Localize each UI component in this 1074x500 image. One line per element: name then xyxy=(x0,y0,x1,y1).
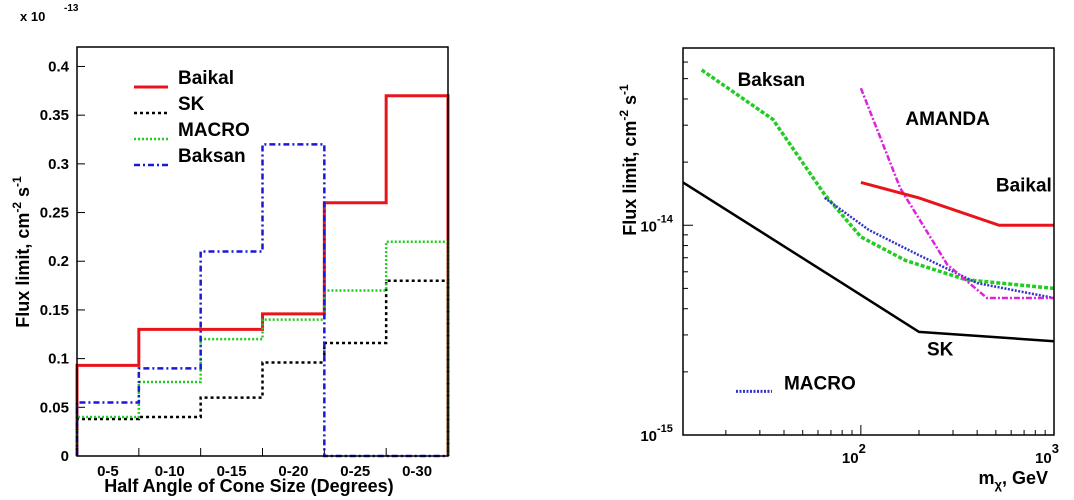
right-x-title: mχ, GeV xyxy=(978,468,1048,492)
left-y-tick-label: 0.15 xyxy=(40,302,69,319)
right-chart: Flux limit, cm-2 s-1 10-15 10-14 102 103 B… xyxy=(617,47,1059,492)
left-y-tick-label: 0.25 xyxy=(40,205,69,222)
left-legend: Baikal SK MACRO Baksan xyxy=(134,68,250,167)
left-multiplier-exp: -13 xyxy=(64,3,79,14)
right-y-title-mid: s xyxy=(620,95,640,110)
left-y-tick-label: 0.05 xyxy=(40,399,69,416)
right-series-sk xyxy=(682,181,1055,343)
svg-text:Flux limit, cm-2 s-1: Flux limit, cm-2 s-1 xyxy=(10,176,33,328)
right-y-title-exp2: -1 xyxy=(617,84,631,95)
left-legend-label-sk: SK xyxy=(178,94,205,115)
right-x-title-sub: χ xyxy=(994,477,1002,492)
svg-text:Flux limit, cm-2 s-1: Flux limit, cm-2 s-1 xyxy=(617,84,640,236)
left-chart: x 10 -13 Flux limit, cm-2 s-1 0 0.05 0.1 0.… xyxy=(10,3,450,496)
left-x-tick-label: 0-15 xyxy=(217,463,247,480)
right-x-title-rest: , GeV xyxy=(1002,468,1048,488)
right-y-tick-label: 10-15 xyxy=(640,423,673,445)
left-y-tick-label: 0.3 xyxy=(48,156,69,173)
left-x-title: Half Angle of Cone Size (Degrees) xyxy=(104,476,393,496)
right-plot-frame xyxy=(682,47,1055,436)
right-y-ticks: 10-15 10-14 xyxy=(640,47,693,445)
left-y-title: Flux limit, cm-2 s-1 xyxy=(10,176,33,328)
right-curve-labels: Baksan AMANDA Baikal SK MACRO xyxy=(735,70,1052,394)
left-multiplier-base: x 10 xyxy=(20,9,45,24)
right-y-tick-label: 10-14 xyxy=(640,213,673,235)
left-x-ticks: 0-5 0-10 0-15 0-20 0-25 0-30 xyxy=(97,448,449,480)
left-x-tick-label: 0-25 xyxy=(340,463,370,480)
left-y-ticks: 0 0.05 0.1 0.15 0.2 0.25 0.3 0.35 0.4 xyxy=(40,58,85,465)
right-series xyxy=(682,68,1055,343)
left-legend-label-baksan: Baksan xyxy=(178,146,246,167)
left-y-title-main: Flux limit, cm xyxy=(13,213,33,328)
right-y-title-exp1: -2 xyxy=(617,110,631,121)
left-y-title-mid: s xyxy=(13,187,33,202)
left-series xyxy=(75,94,450,458)
left-x-tick-label: 0-10 xyxy=(155,463,185,480)
right-curve-label-macro: MACRO xyxy=(784,373,856,394)
right-series-baksan xyxy=(700,68,1055,291)
left-series-baksan xyxy=(75,143,448,458)
left-y-tick-label: 0.2 xyxy=(48,253,69,270)
right-series-amanda xyxy=(859,87,1054,300)
right-x-ticks: 102 103 xyxy=(725,425,1059,467)
left-y-tick-label: 0.35 xyxy=(40,107,69,124)
left-x-tick-label: 0-20 xyxy=(278,463,308,480)
left-legend-label-macro: MACRO xyxy=(178,120,250,141)
left-y-tick-label: 0 xyxy=(61,448,69,465)
left-y-title-exp2: -1 xyxy=(10,176,24,187)
left-y-title-exp1: -2 xyxy=(10,202,24,213)
left-legend-label-baikal: Baikal xyxy=(178,68,234,89)
right-curve-label-baikal: Baikal xyxy=(996,175,1052,196)
right-curve-label-sk: SK xyxy=(927,339,954,360)
left-plot-frame xyxy=(76,46,449,457)
right-curve-label-baksan: Baksan xyxy=(738,70,806,91)
left-y-tick-label: 0.4 xyxy=(48,58,70,75)
left-series-baikal xyxy=(75,94,450,456)
right-curve-label-amanda: AMANDA xyxy=(905,109,990,130)
right-x-title-main: m xyxy=(978,468,994,488)
left-x-tick-label: 0-30 xyxy=(402,463,432,480)
right-x-tick-label: 102 xyxy=(842,441,866,467)
right-x-tick-label: 103 xyxy=(1035,441,1059,467)
right-y-title-main: Flux limit, cm xyxy=(620,121,640,236)
left-series-macro xyxy=(75,240,450,456)
left-series-sk xyxy=(75,279,450,456)
left-x-tick-label: 0-5 xyxy=(97,463,119,480)
right-series-baikal xyxy=(860,180,1054,227)
right-y-title: Flux limit, cm-2 s-1 xyxy=(617,84,640,236)
left-y-tick-label: 0.1 xyxy=(48,351,69,368)
right-series-macro xyxy=(823,196,1055,300)
